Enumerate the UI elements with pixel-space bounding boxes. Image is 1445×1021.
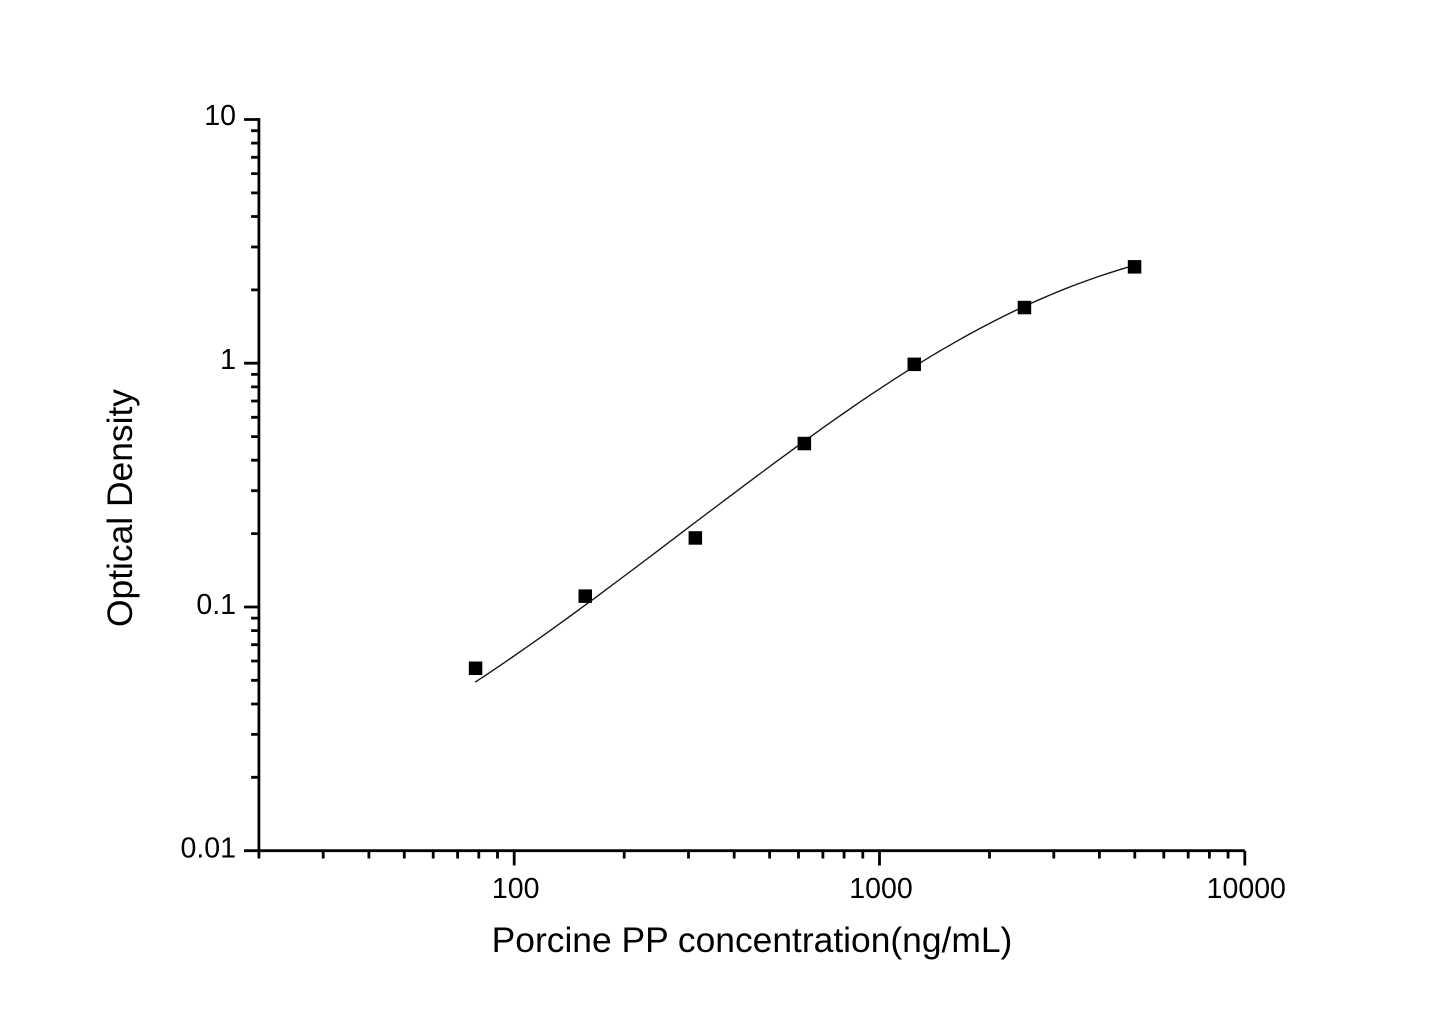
svg-text:10: 10	[204, 100, 236, 132]
svg-text:0.1: 0.1	[196, 589, 236, 621]
svg-text:10000: 10000	[1207, 873, 1286, 905]
svg-text:1000: 1000	[849, 873, 912, 905]
svg-text:0.01: 0.01	[181, 833, 236, 865]
svg-text:Optical Density: Optical Density	[100, 389, 140, 627]
svg-text:Porcine PP concentration(ng/mL: Porcine PP concentration(ng/mL)	[492, 920, 1013, 960]
svg-text:1: 1	[220, 344, 236, 376]
svg-text:100: 100	[492, 873, 540, 905]
